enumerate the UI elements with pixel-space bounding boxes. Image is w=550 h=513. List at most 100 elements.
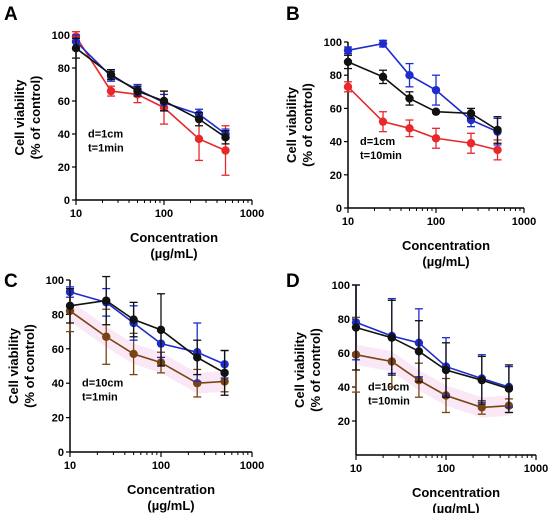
data-point	[159, 96, 169, 106]
y-tick-label: 100	[46, 275, 64, 287]
data-point	[106, 70, 116, 79]
panel-letter: D	[286, 271, 300, 292]
y-tick-label: 60	[338, 348, 350, 360]
data-point	[466, 109, 476, 118]
y-tick-label: 20	[58, 162, 70, 174]
x-axis-unit: (µg/mL)	[150, 246, 197, 261]
x-axis-unit: (µg/mL)	[422, 254, 469, 269]
data-point	[194, 114, 204, 124]
data-point	[477, 403, 487, 412]
data-point	[343, 46, 353, 55]
x-tick-label: 10	[70, 208, 82, 220]
x-tick-label: 10	[64, 460, 76, 472]
y-tick-label: 100	[332, 280, 350, 292]
x-axis-title: Concentration	[412, 485, 500, 500]
x-tick-label: 100	[155, 208, 173, 220]
y-axis-unit: (% of control)	[308, 328, 323, 412]
series-line	[355, 326, 510, 390]
y-tick-label: 80	[338, 314, 350, 326]
data-point	[343, 57, 353, 67]
condition-annotation: t=10min	[360, 150, 402, 162]
x-tick-label: 10	[350, 463, 362, 475]
series-2	[343, 39, 502, 146]
data-point	[102, 332, 111, 341]
y-axis-title: Cell viability	[292, 331, 307, 408]
y-tick-label: 40	[58, 129, 70, 141]
condition-annotation: t=1min	[82, 392, 118, 404]
x-tick-label: 100	[152, 460, 170, 472]
data-point	[221, 133, 230, 142]
y-tick-label: 60	[58, 96, 70, 108]
series-line	[69, 310, 225, 385]
panel-letter: A	[4, 4, 18, 25]
data-point	[106, 86, 116, 96]
data-point	[405, 124, 414, 133]
series-line	[69, 291, 225, 366]
data-point	[441, 365, 451, 375]
condition-annotation: d=1cm	[88, 128, 123, 140]
x-tick-label: 1000	[524, 463, 548, 475]
data-point	[504, 384, 514, 393]
data-point	[378, 39, 388, 48]
x-tick-label: 10	[342, 216, 354, 228]
y-axis-unit: (% of control)	[300, 83, 315, 167]
y-tick-label: 80	[58, 63, 70, 75]
y-tick-label: 100	[52, 30, 70, 42]
x-axis-unit: (µg/mL)	[147, 498, 194, 513]
x-axis-title: Concentration	[127, 482, 215, 497]
data-point	[466, 139, 476, 148]
data-point	[493, 125, 502, 135]
series-1	[343, 81, 502, 161]
y-axis-title: Cell viability	[284, 86, 299, 163]
data-point	[156, 325, 166, 335]
data-point	[133, 86, 142, 96]
panel-a: A 0 20 40 60 80 100 10 100 1000 Concentration(µg/m…	[4, 4, 264, 261]
series-shade	[70, 300, 225, 394]
condition-annotation: d=1cm	[360, 136, 395, 148]
data-point	[431, 107, 441, 116]
y-tick-label: 0	[336, 203, 342, 215]
y-tick-label: 80	[52, 309, 64, 321]
series-3	[351, 284, 514, 414]
condition-annotation: t=1min	[88, 142, 124, 154]
data-point	[405, 71, 414, 80]
data-point	[129, 315, 138, 324]
panel-b: B 0 20 40 60 80 100 10 100 1000 Concentration(µg/m…	[284, 4, 536, 269]
series-line	[347, 61, 498, 131]
y-axis-unit: (% of control)	[22, 324, 37, 408]
series-line	[69, 299, 225, 374]
data-point	[414, 347, 424, 356]
series-line	[355, 353, 509, 409]
data-point	[343, 82, 353, 92]
y-tick-label: 40	[330, 137, 342, 149]
panel-letter: C	[4, 271, 18, 292]
x-tick-label: 1000	[240, 208, 264, 220]
x-tick-label: 100	[427, 216, 445, 228]
y-tick-label: 60	[330, 103, 342, 115]
series-line	[347, 86, 498, 151]
data-point	[378, 117, 388, 126]
x-axis-title: Concentration	[402, 238, 490, 253]
y-tick-label: 80	[330, 70, 342, 82]
x-tick-label: 100	[437, 463, 455, 475]
panel-c: C 0 20 40 60 80 100 10 100 1000 Concentration(µg/m…	[4, 271, 264, 513]
data-point	[221, 146, 230, 155]
y-tick-label: 100	[324, 37, 342, 49]
data-point	[431, 134, 441, 143]
y-tick-label: 20	[52, 413, 64, 425]
y-tick-label: 20	[338, 416, 350, 428]
data-point	[405, 94, 414, 103]
data-point	[387, 333, 397, 342]
data-point	[129, 349, 138, 359]
data-point	[378, 72, 388, 82]
y-tick-label: 20	[330, 170, 342, 182]
panel-d: D 20 40 60 80 100 10 100 1000 Concentration(µg/mL…	[286, 271, 548, 513]
x-tick-label: 1000	[240, 460, 264, 472]
y-tick-label: 60	[52, 344, 64, 356]
data-point	[102, 296, 111, 305]
y-tick-label: 0	[58, 447, 64, 459]
y-tick-label: 40	[338, 382, 350, 394]
panel-letter: B	[286, 4, 300, 25]
y-axis-unit: (% of control)	[28, 76, 43, 160]
series-line	[75, 47, 226, 138]
